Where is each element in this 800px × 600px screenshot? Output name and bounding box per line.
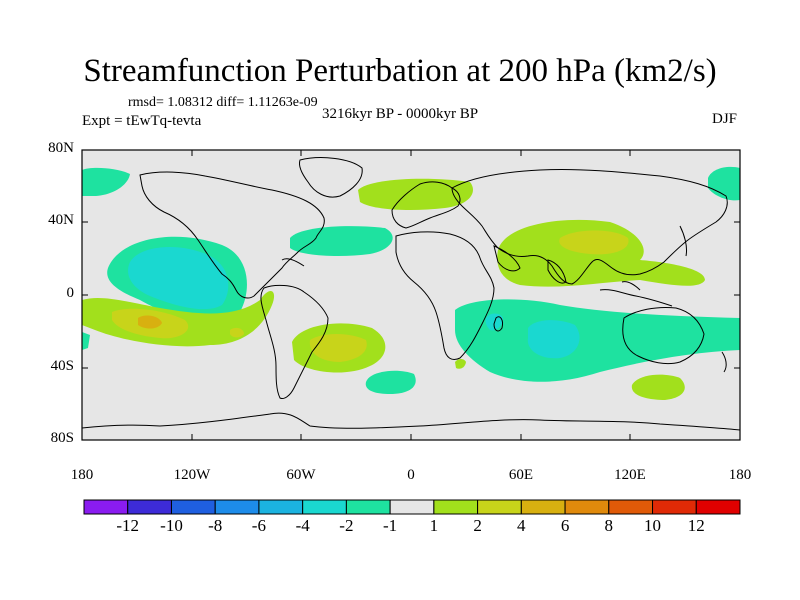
greenland-coast [299, 157, 363, 198]
west-edge-negative-patch [82, 332, 90, 350]
asia-coast [451, 168, 728, 285]
indian-ocean-negative-core [527, 320, 580, 359]
colorbar-label: -12 [116, 516, 140, 535]
contour-fields [82, 166, 740, 400]
colorbar-box [695, 499, 741, 515]
season-label: DJF [712, 111, 738, 127]
south-pacific-small-core [230, 327, 244, 338]
colorbar-label: 10 [644, 516, 661, 535]
colorbar-box [127, 499, 172, 515]
colorbar-box [520, 499, 566, 515]
rmsd-stats: rmsd= 1.08312 diff= 1.11263e-09 [128, 95, 318, 110]
colorbar-box [83, 499, 129, 515]
arabia-coast [493, 245, 521, 272]
ne-pacific-negative-core [128, 246, 229, 310]
europe-positive [358, 178, 473, 210]
lon-label-120e: 120E [614, 467, 646, 483]
australia-coast [622, 307, 705, 365]
caribbean-coast [281, 258, 305, 267]
lat-label-40s: 40S [50, 358, 74, 374]
colorbar-box [608, 499, 654, 515]
experiment-label: Expt = tEwTq-tevta [82, 113, 202, 129]
coastlines [82, 157, 740, 431]
colorbar-label: -1 [383, 516, 398, 535]
colorbar-label: -10 [160, 516, 183, 535]
colorbar-box [214, 499, 260, 515]
lat-label-80n: 80N [48, 140, 74, 156]
east-edge-negative-patch [732, 334, 740, 349]
new-zealand-coast [721, 351, 727, 373]
colorbar-box [302, 499, 347, 515]
north-america-coast [139, 171, 325, 299]
colorbar-label: 4 [517, 516, 526, 535]
indian-ocean-negative [455, 299, 740, 382]
lon-label-60w: 60W [286, 467, 316, 483]
lon-label-180e: 180 [728, 467, 752, 483]
axis-ticks [81, 149, 741, 441]
lon-label-60e: 60E [508, 467, 534, 483]
colorbar-box [345, 499, 391, 515]
colorbar-box [170, 499, 216, 515]
south-atlantic-positive-core [309, 334, 367, 362]
colorbar-label: 8 [604, 516, 614, 535]
colorbar [83, 499, 741, 515]
map-title: Streamfunction Perturbation at 200 hPa (… [83, 53, 717, 89]
colorbar-label: -2 [339, 516, 354, 535]
india-coast [547, 259, 567, 284]
cape-positive [455, 359, 466, 369]
south-australia-positive [631, 374, 685, 400]
colorbar-label: 1 [429, 516, 439, 535]
colorbar-label: -4 [295, 516, 310, 535]
lat-label-80s: 80S [50, 430, 74, 446]
indonesia-coast [599, 281, 673, 307]
asia-positive-core [559, 230, 629, 255]
colorbar-box [564, 499, 610, 515]
colorbar-label: 12 [687, 516, 705, 535]
madagascar-coast [493, 316, 503, 332]
south-america-coast [260, 284, 329, 399]
lat-label-40n: 40N [48, 212, 74, 228]
colorbar-box [258, 499, 304, 515]
time-period: 3216kyr BP - 0000kyr BP [322, 106, 479, 122]
lon-label-180w: 180 [70, 467, 94, 483]
antarctica-coast [82, 412, 740, 431]
africa-coast [395, 231, 495, 361]
north-atlantic-negative [290, 226, 393, 256]
colorbar-label: 6 [560, 516, 570, 535]
colorbar-box [389, 499, 435, 515]
europe-coast [391, 181, 461, 229]
south-atlantic-negative [365, 370, 416, 394]
south-pacific-positive-peak [138, 315, 162, 329]
arctic-east-negative [708, 166, 740, 201]
colorbar-box [433, 499, 479, 515]
japan-coast [679, 225, 687, 257]
lat-label-0: 0 [66, 285, 75, 301]
colorbar-box [477, 499, 522, 515]
lon-label-120w: 120W [173, 467, 211, 483]
colorbar-label: -6 [251, 516, 266, 535]
lon-label-0: 0 [407, 467, 415, 483]
colorbar-box [652, 499, 697, 515]
colorbar-label: -8 [208, 516, 223, 535]
arctic-west-negative [82, 167, 130, 196]
colorbar-label: 2 [473, 516, 482, 535]
